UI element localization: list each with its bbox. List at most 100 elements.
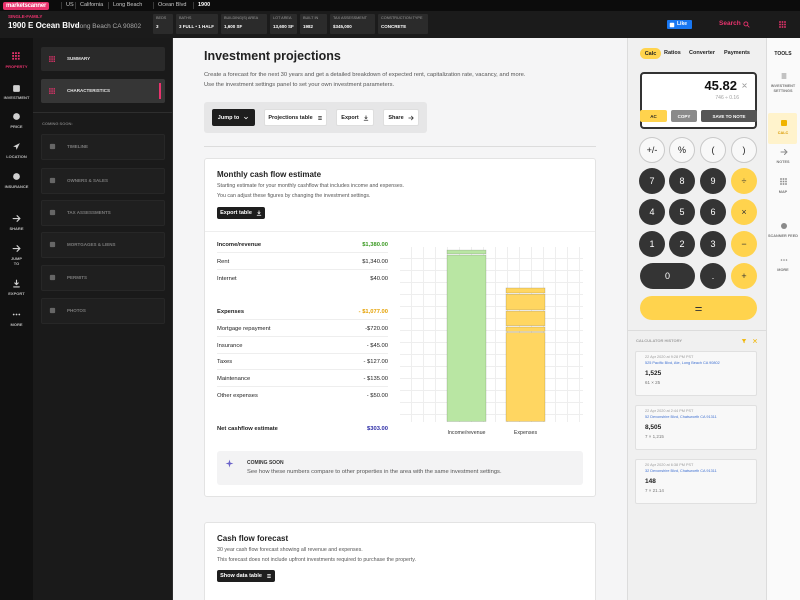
calc-key[interactable]: .	[700, 263, 726, 289]
nav-label[interactable]: EXPORT	[8, 291, 25, 296]
stat-value: CONCRETE	[381, 24, 407, 29]
calc-key[interactable]: 3	[700, 231, 726, 257]
row-label: Other expenses	[217, 393, 258, 399]
calc-key[interactable]: 7	[639, 168, 665, 194]
calc-key[interactable]: ×	[731, 199, 757, 225]
search-label[interactable]: Search	[719, 20, 741, 27]
key-label: ×	[741, 207, 747, 217]
key-label: 6	[710, 207, 716, 217]
export-table-button[interactable]: Export table	[217, 207, 265, 219]
icon-shape	[51, 57, 53, 60]
nav-label[interactable]: INSURANCE	[4, 184, 29, 189]
calc-tab[interactable]: Converter	[689, 50, 715, 56]
history-item[interactable]	[635, 459, 757, 504]
calc-tab-active[interactable]: Calc	[640, 48, 661, 59]
toolbar-button[interactable]: Projections table	[264, 109, 327, 126]
tool-icon	[780, 120, 787, 126]
icon-shape	[49, 92, 51, 94]
calc-key[interactable]: 4	[639, 199, 665, 225]
icon-shape	[12, 57, 15, 60]
button-icon	[244, 116, 249, 119]
breadcrumb[interactable]: Long Beach	[113, 2, 143, 8]
calc-action[interactable]: SAVE TO NOTE	[701, 110, 757, 122]
nav-label[interactable]: INVESTMENT	[3, 95, 30, 100]
tool-icon	[780, 149, 788, 155]
property-type: SINGLE-FAMILY	[8, 13, 43, 19]
nav-label[interactable]: PRICE	[10, 124, 23, 129]
nav-label[interactable]: LOCATION	[6, 154, 27, 159]
icon-shape	[18, 313, 21, 316]
calc-tab[interactable]: Ratios	[664, 50, 681, 56]
nav-label[interactable]: JUMP TO	[10, 256, 23, 267]
calc-key[interactable]: +/-	[639, 137, 665, 163]
breadcrumb[interactable]: Ocean Blvd	[158, 2, 187, 8]
icon-shape	[49, 209, 56, 216]
filter-icon	[741, 339, 747, 344]
icon-shape	[779, 23, 781, 25]
calc-key[interactable]: )	[731, 137, 757, 163]
nav-label[interactable]: SHARE	[9, 226, 24, 231]
button-icon	[408, 115, 414, 120]
calc-key[interactable]: (	[700, 137, 726, 163]
key-label: 5	[679, 207, 685, 217]
calc-key[interactable]: 0	[640, 263, 695, 289]
calc-key[interactable]: %	[669, 137, 695, 163]
tool-label[interactable]: MORE	[777, 268, 789, 272]
breadcrumb-separator	[61, 2, 62, 9]
characteristics-tab[interactable]	[41, 79, 165, 103]
tool-icon	[780, 223, 787, 229]
toolbar-button[interactable]: Export	[336, 109, 374, 126]
clear-icon	[753, 339, 757, 343]
row-label: Internet	[217, 276, 237, 282]
breadcrumb[interactable]: 1900	[198, 2, 211, 8]
calc-key[interactable]: +	[731, 263, 757, 289]
icon-shape	[743, 21, 749, 27]
icon-shape	[267, 574, 271, 578]
stat-box	[221, 14, 267, 34]
bar-segment	[446, 249, 487, 255]
icon-shape	[53, 57, 55, 60]
calc-key[interactable]: 1	[639, 231, 665, 257]
calc-action[interactable]: COPY	[671, 110, 697, 122]
like-button[interactable]	[667, 20, 692, 29]
tool-label[interactable]: SCANNER FEED	[768, 234, 798, 238]
nav-label[interactable]: MORE	[10, 322, 23, 327]
show-table-button[interactable]: Show data table	[217, 570, 275, 582]
summary-tab[interactable]	[41, 47, 165, 71]
property-address: 1900 E Ocean Blvd	[8, 21, 80, 30]
icon-shape	[779, 180, 782, 183]
nav-label[interactable]: PROPERTY	[5, 64, 28, 69]
tool-label[interactable]: NOTES	[776, 160, 790, 164]
breadcrumb[interactable]: US	[66, 2, 74, 8]
history-address: 52 Devonshire Blvd, Chatsworth CA 91311	[645, 415, 717, 419]
key-label: 2	[679, 239, 685, 249]
bar-segment	[505, 293, 546, 311]
calc-key[interactable]: 8	[669, 168, 695, 194]
coming-soon-box	[217, 451, 583, 485]
calc-key[interactable]: −	[731, 231, 757, 257]
card-title: Cash flow forecast	[217, 534, 289, 543]
icon-shape	[13, 113, 20, 120]
tool-label[interactable]: INVESTMENT SETTINGS	[770, 84, 796, 93]
calc-key[interactable]: 6	[700, 199, 726, 225]
calc-key[interactable]: =	[640, 296, 757, 320]
tool-label[interactable]: CALC	[777, 131, 789, 135]
calc-key[interactable]: 5	[669, 199, 695, 225]
calc-key[interactable]: 9	[700, 168, 726, 194]
tool-label[interactable]: MAP	[778, 190, 788, 194]
icon-shape	[669, 22, 675, 27]
toolbar-button[interactable]: Share	[383, 109, 419, 126]
calc-key[interactable]: 2	[669, 231, 695, 257]
history-item[interactable]	[635, 351, 757, 396]
subnav-icon	[49, 209, 56, 216]
calc-action[interactable]: AC	[640, 110, 667, 122]
bar-segment	[505, 287, 546, 294]
toolbar-button[interactable]: Jump to	[212, 109, 255, 126]
history-item[interactable]	[635, 405, 757, 450]
key-label: 9	[710, 176, 716, 186]
calc-tab[interactable]: Payments	[724, 50, 750, 56]
calc-key[interactable]: ÷	[731, 168, 757, 194]
breadcrumb[interactable]: California	[80, 2, 104, 8]
row-label: Expenses	[217, 309, 245, 315]
stat-label: BEDS	[156, 16, 167, 20]
